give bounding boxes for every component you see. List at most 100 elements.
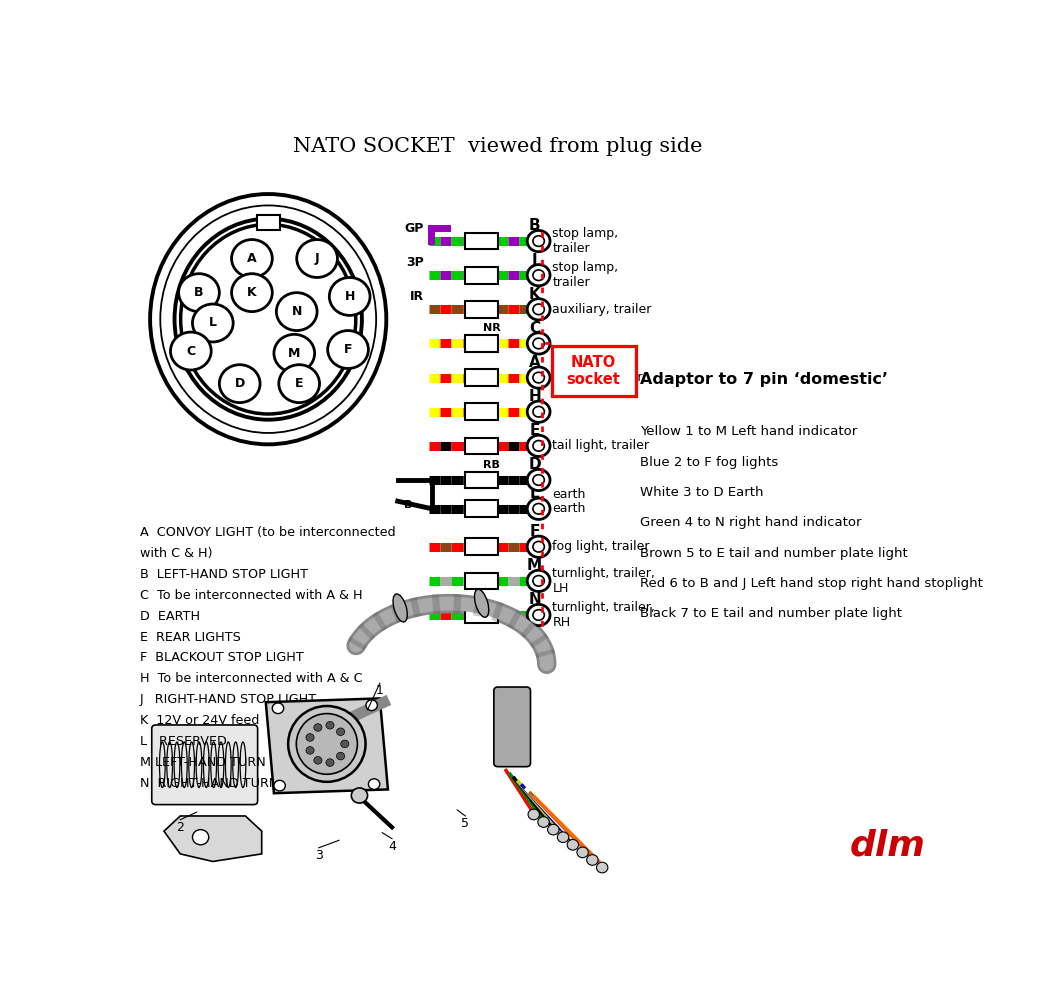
Circle shape <box>336 753 345 759</box>
Circle shape <box>528 470 550 491</box>
Text: C: C <box>529 321 540 336</box>
Text: earth: earth <box>553 502 585 515</box>
Circle shape <box>528 498 550 519</box>
Circle shape <box>231 274 272 311</box>
Text: 2: 2 <box>177 821 184 834</box>
Circle shape <box>533 407 544 417</box>
FancyBboxPatch shape <box>466 472 498 489</box>
Text: Brown 5 to E tail and number plate light: Brown 5 to E tail and number plate light <box>640 547 908 559</box>
Ellipse shape <box>181 225 356 414</box>
Text: fog light, trailer: fog light, trailer <box>553 540 650 554</box>
Circle shape <box>533 610 544 621</box>
Circle shape <box>192 304 233 342</box>
Text: M LEFT-HAND TURN LIGHT: M LEFT-HAND TURN LIGHT <box>140 755 307 768</box>
Circle shape <box>533 475 544 486</box>
Circle shape <box>557 832 569 842</box>
Text: 1: 1 <box>376 685 384 697</box>
Text: NATO SOCKET  viewed from plug side: NATO SOCKET viewed from plug side <box>293 137 703 157</box>
Circle shape <box>274 780 285 791</box>
FancyBboxPatch shape <box>466 301 498 318</box>
Text: J: J <box>314 252 320 265</box>
Text: L: L <box>209 316 217 329</box>
Text: auxiliary, trailer: auxiliary, trailer <box>553 302 652 316</box>
Circle shape <box>170 332 211 370</box>
Circle shape <box>341 740 349 748</box>
Circle shape <box>528 570 550 591</box>
Circle shape <box>329 278 370 315</box>
Circle shape <box>533 372 544 383</box>
Text: B: B <box>529 219 540 233</box>
FancyBboxPatch shape <box>466 232 498 249</box>
Circle shape <box>231 239 272 278</box>
Circle shape <box>528 333 550 354</box>
Circle shape <box>314 724 322 731</box>
FancyBboxPatch shape <box>466 607 498 624</box>
Circle shape <box>528 536 550 558</box>
Polygon shape <box>164 816 262 862</box>
Circle shape <box>528 230 550 252</box>
Text: L: L <box>530 487 539 501</box>
FancyBboxPatch shape <box>494 688 531 766</box>
Text: NR: NR <box>482 323 500 333</box>
Text: D: D <box>529 457 541 473</box>
Text: Yellow 1 to M Left hand indicator: Yellow 1 to M Left hand indicator <box>640 426 858 438</box>
Text: K: K <box>529 287 540 301</box>
Text: Red 6 to B and J Left hand stop right hand stoplight: Red 6 to B and J Left hand stop right ha… <box>640 577 984 590</box>
Text: Blue 2 to F fog lights: Blue 2 to F fog lights <box>640 456 779 469</box>
Circle shape <box>597 862 607 873</box>
Text: E  REAR LIGHTS: E REAR LIGHTS <box>140 630 241 643</box>
Text: IR: IR <box>410 291 424 303</box>
Text: A: A <box>529 355 540 370</box>
FancyBboxPatch shape <box>466 369 498 386</box>
Ellipse shape <box>296 713 357 774</box>
Text: NATO
socket: NATO socket <box>566 355 620 387</box>
Text: H: H <box>345 290 355 303</box>
FancyBboxPatch shape <box>466 539 498 556</box>
Circle shape <box>314 756 322 764</box>
Text: K: K <box>247 287 256 299</box>
Circle shape <box>577 847 589 858</box>
Circle shape <box>220 364 260 403</box>
Text: M: M <box>288 347 301 360</box>
Text: K  12V or 24V feed: K 12V or 24V feed <box>140 714 259 727</box>
Text: D  EARTH: D EARTH <box>140 610 200 623</box>
Text: 5: 5 <box>461 818 470 830</box>
Circle shape <box>533 575 544 586</box>
Text: E: E <box>295 377 304 390</box>
Circle shape <box>336 728 345 736</box>
Circle shape <box>179 274 220 311</box>
Text: N: N <box>291 305 302 318</box>
Text: F  BLACKOUT STOP LIGHT: F BLACKOUT STOP LIGHT <box>140 651 304 665</box>
Text: B  LEFT-HAND STOP LIGHT: B LEFT-HAND STOP LIGHT <box>140 568 308 581</box>
Circle shape <box>533 542 544 552</box>
Text: Adaptor to 7 pin ‘domestic’: Adaptor to 7 pin ‘domestic’ <box>640 372 888 387</box>
Text: C: C <box>186 345 195 358</box>
Text: Green 4 to N right hand indicator: Green 4 to N right hand indicator <box>640 516 862 529</box>
Text: A: A <box>247 252 256 265</box>
Circle shape <box>528 809 539 820</box>
Text: dlm: dlm <box>849 829 926 863</box>
Text: M: M <box>527 558 542 573</box>
Circle shape <box>306 734 314 742</box>
Text: 3: 3 <box>315 849 323 862</box>
Circle shape <box>279 364 320 403</box>
Circle shape <box>366 700 377 710</box>
Text: F: F <box>530 524 540 539</box>
FancyBboxPatch shape <box>466 404 498 420</box>
Circle shape <box>528 298 550 320</box>
Circle shape <box>548 824 559 835</box>
Text: with C & H): with C & H) <box>140 547 212 560</box>
Text: J: J <box>532 252 537 268</box>
FancyBboxPatch shape <box>466 267 498 284</box>
Circle shape <box>326 758 334 766</box>
Circle shape <box>528 435 550 456</box>
FancyBboxPatch shape <box>552 347 636 396</box>
Circle shape <box>528 401 550 423</box>
Text: H  To be interconnected with A & C: H To be interconnected with A & C <box>140 672 363 686</box>
Text: GP: GP <box>405 222 424 235</box>
Circle shape <box>272 703 284 713</box>
Text: stop lamp,
trailer: stop lamp, trailer <box>553 261 619 290</box>
Circle shape <box>533 304 544 314</box>
Circle shape <box>533 440 544 451</box>
Text: convoy, trailer: convoy, trailer <box>553 371 643 384</box>
